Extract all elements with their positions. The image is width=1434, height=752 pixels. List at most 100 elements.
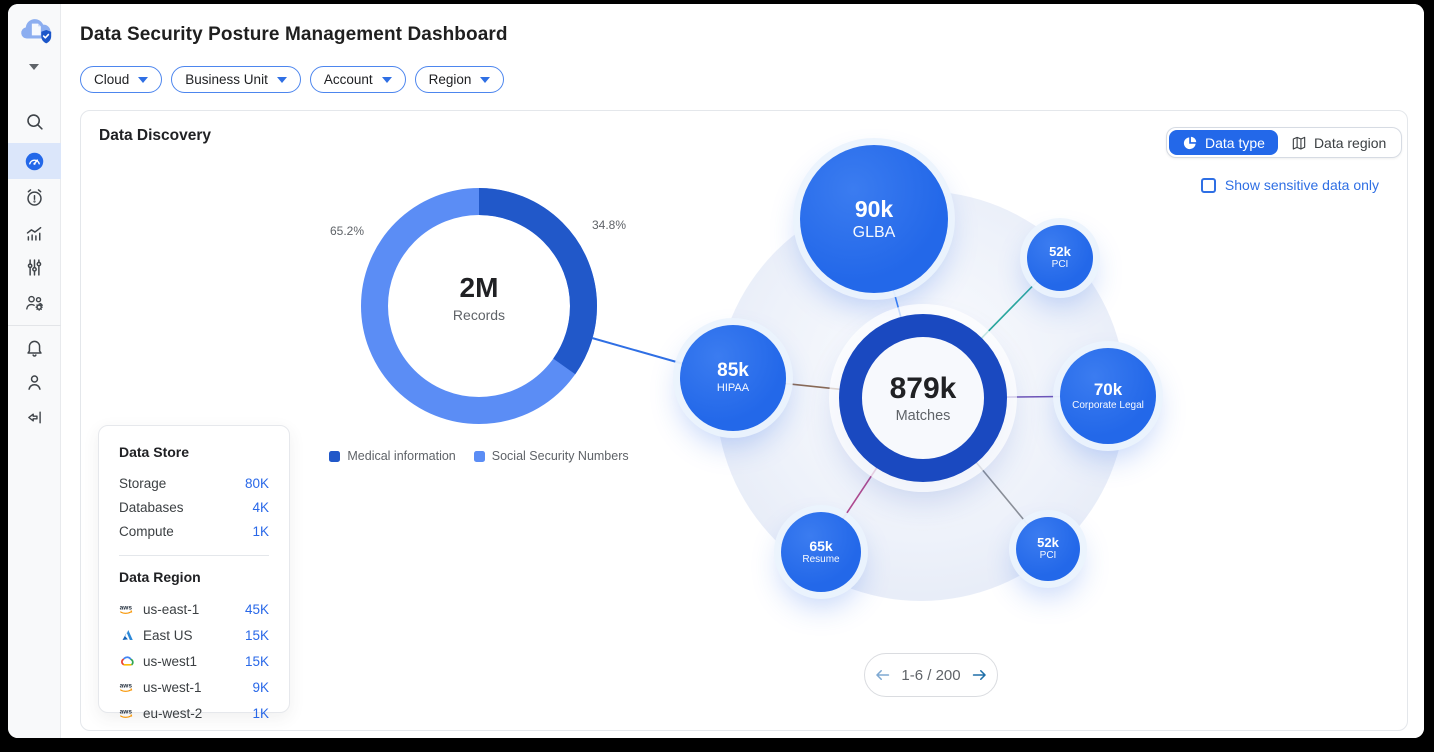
map-icon — [1292, 136, 1306, 150]
legend-item-ssn: Social Security Numbers — [473, 449, 629, 463]
person-icon — [28, 374, 41, 390]
region-row-label: East US — [143, 627, 193, 643]
store-row-value[interactable]: 1K — [252, 523, 269, 539]
matches-label: Matches — [895, 408, 951, 424]
data-store-title: Data Store — [119, 444, 190, 460]
region-row-value[interactable]: 15K — [244, 627, 269, 643]
alarm-alert-icon — [27, 188, 42, 206]
region-row-label: us-west-1 — [143, 679, 202, 695]
gcp-icon — [121, 656, 134, 666]
legend-label-ssn: Social Security Numbers — [491, 449, 629, 463]
sidebar — [8, 4, 61, 738]
region-row-value[interactable]: 1K — [252, 705, 269, 721]
svg-text:aws: aws — [120, 709, 133, 716]
legend-item-medical: Medical information — [329, 449, 456, 463]
data-region-title: Data Region — [119, 569, 201, 585]
analytics-chart-icon — [26, 226, 42, 241]
sidebar-item-search[interactable] — [8, 103, 61, 139]
records-label: Records — [452, 307, 506, 323]
page-title: Data Security Posture Management Dashboa… — [80, 24, 508, 45]
sidebar-item-notifications[interactable] — [8, 329, 61, 365]
store-row-storage: Storage 80K — [119, 471, 269, 495]
main-content: Data Security Posture Management Dashboa… — [61, 4, 1424, 738]
data-store-card: Data Store Storage 80K Databases 4K Compute 1… — [98, 425, 290, 721]
bubble-label: Corporate Legal — [1072, 399, 1144, 411]
filter-pill-region[interactable]: Region — [414, 66, 505, 93]
svg-text:aws: aws — [120, 683, 133, 690]
users-gear-icon — [26, 295, 43, 311]
sidebar-item-filters[interactable] — [8, 249, 61, 285]
sliders-icon — [27, 258, 42, 276]
sidebar-item-logout[interactable] — [8, 399, 61, 435]
region-row-east-us: East US 15K — [119, 622, 269, 648]
aws-icon: aws — [120, 605, 133, 614]
bubble-hipaa-85k[interactable]: 85k HIPAA — [680, 325, 786, 431]
region-row-label: eu-west-2 — [143, 705, 203, 721]
bubble-value: 85k — [717, 360, 749, 382]
bubble-value: 65k — [809, 537, 833, 554]
pct-label-right: 34.8% — [591, 218, 627, 232]
pagination: 1-6 / 200 — [864, 653, 998, 697]
data-discovery-panel: Data Discovery Data type Data region Sho… — [80, 110, 1408, 731]
filter-pill-cloud[interactable]: Cloud — [80, 66, 163, 93]
pie-chart-icon — [1183, 136, 1197, 149]
bell-icon — [27, 340, 42, 357]
pct-label-left: 65.2% — [329, 224, 365, 238]
store-row-label: Storage — [119, 475, 167, 491]
svg-text:aws: aws — [120, 605, 133, 612]
logout-icon — [28, 411, 41, 423]
region-row-us-west1: us-west1 15K — [119, 648, 269, 674]
pagination-prev-button[interactable] — [874, 668, 891, 682]
bubble-value: 52k — [1049, 243, 1071, 259]
filter-pill-account[interactable]: Account — [309, 66, 406, 93]
bubble-label: Resume — [802, 554, 840, 566]
filter-pill-label: Account — [323, 72, 373, 87]
pagination-next-button[interactable] — [971, 668, 988, 682]
bubble-resume-65k[interactable]: 65k Resume — [781, 512, 861, 592]
store-row-value[interactable]: 4K — [252, 499, 269, 515]
tab-data-type[interactable]: Data type — [1169, 130, 1278, 155]
tab-data-region[interactable]: Data region — [1278, 130, 1399, 155]
bubble-glba-90k[interactable]: 90k GLBA — [800, 145, 948, 293]
bubble-pci-52k[interactable]: 52k PCI — [1027, 225, 1093, 291]
arrow-left-icon — [876, 669, 890, 681]
bubble-label: PCI — [1051, 259, 1069, 271]
bubble-corporate-legal-70k[interactable]: 70k Corporate Legal — [1060, 348, 1156, 444]
sidebar-item-analytics[interactable] — [8, 214, 61, 250]
org-switcher-caret-icon[interactable] — [29, 64, 39, 70]
sensitive-data-toggle[interactable]: Show sensitive data only — [1200, 177, 1379, 193]
store-row-compute: Compute 1K — [119, 519, 269, 543]
filter-pill-business-unit[interactable]: Business Unit — [171, 66, 301, 93]
bubble-value: 90k — [854, 196, 894, 223]
store-row-databases: Databases 4K — [119, 495, 269, 519]
chevron-down-icon — [480, 76, 491, 83]
sidebar-item-dashboard[interactable] — [8, 143, 61, 179]
sidebar-item-profile[interactable] — [8, 364, 61, 400]
pagination-label: 1-6 / 200 — [901, 666, 961, 684]
chevron-down-icon — [276, 76, 287, 83]
chevron-down-icon — [381, 76, 392, 83]
bubble-pci-52k[interactable]: 52k PCI — [1016, 517, 1080, 581]
region-row-label: us-east-1 — [143, 601, 200, 617]
store-card-divider — [119, 555, 269, 556]
sensitive-checkbox-label: Show sensitive data only — [1224, 177, 1379, 193]
sensitive-checkbox[interactable] — [1200, 177, 1216, 193]
matches-hub[interactable]: 879k Matches — [839, 314, 1007, 482]
region-row-value[interactable]: 15K — [244, 653, 269, 669]
app-logo-cloud-shield-icon[interactable] — [17, 16, 53, 50]
region-row-value[interactable]: 9K — [252, 679, 269, 695]
region-row-us-west-1: aws us-west-1 9K — [119, 674, 269, 700]
legend-label-medical: Medical information — [347, 449, 456, 463]
bubble-value: 70k — [1093, 380, 1123, 400]
legend-swatch-ssn — [473, 450, 485, 462]
filter-pill-label: Region — [428, 72, 472, 87]
sidebar-item-user-management[interactable] — [8, 284, 61, 320]
region-row-label: us-west1 — [143, 653, 198, 669]
sidebar-item-alerts[interactable] — [8, 179, 61, 215]
sidebar-divider — [8, 325, 61, 326]
panel-title: Data Discovery — [99, 127, 212, 144]
store-row-value[interactable]: 80K — [244, 475, 269, 491]
region-row-value[interactable]: 45K — [244, 601, 269, 617]
search-icon — [27, 113, 43, 130]
